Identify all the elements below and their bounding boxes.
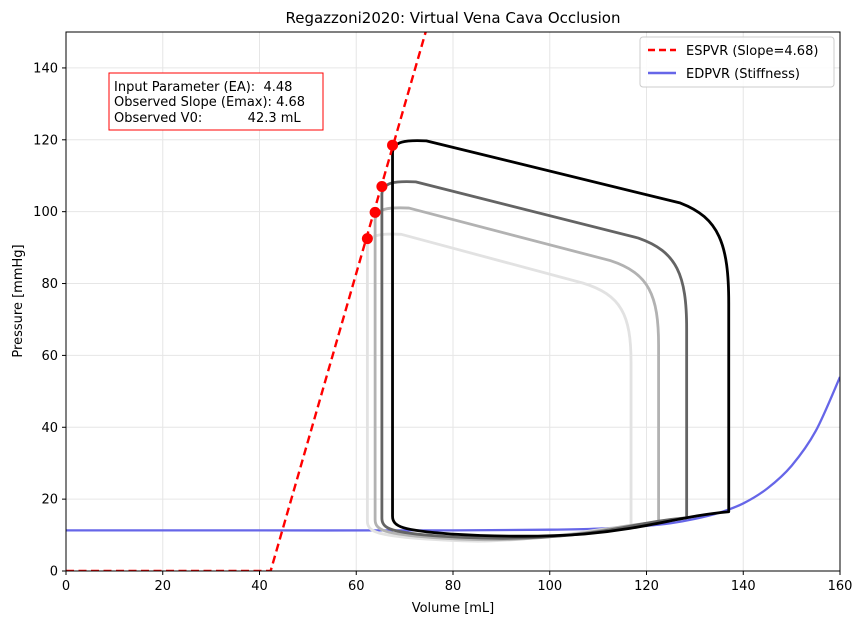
end-systolic-point	[387, 139, 399, 151]
y-tick-label: 40	[41, 421, 58, 436]
y-axis-ticks: 0 20 40 60 80 100 120 140	[33, 61, 66, 580]
legend-frame	[639, 36, 835, 88]
x-tick-label: 80	[445, 579, 462, 594]
annotation-line-v0: Observed V0: 42.3 mL	[114, 111, 301, 126]
chart-title: Regazzoni2020: Virtual Vena Cava Occlusi…	[285, 9, 620, 27]
data-layer	[66, 32, 840, 571]
y-axis-label: Pressure [mmHg]	[11, 244, 26, 357]
y-tick-label: 0	[50, 565, 58, 580]
y-tick-label: 80	[41, 277, 58, 292]
annotation-line-input: Input Parameter (EA): 4.48	[114, 80, 292, 95]
x-axis-label: Volume [mL]	[412, 601, 495, 616]
x-axis-ticks: 0 20 40 60 80 100 120 140 160	[62, 571, 853, 594]
legend-label-edpvr: EDPVR (Stiffness)	[686, 67, 800, 82]
y-tick-label: 60	[41, 349, 58, 364]
annotation-border	[108, 72, 324, 131]
x-tick-label: 20	[154, 579, 171, 594]
annotation-line-slope: Observed Slope (Emax): 4.68	[114, 95, 305, 110]
x-tick-label: 100	[537, 579, 562, 594]
y-tick-label: 100	[33, 205, 58, 220]
x-tick-label: 120	[634, 579, 659, 594]
end-systolic-point	[361, 233, 373, 245]
x-tick-label: 60	[348, 579, 365, 594]
pv-loop	[391, 139, 731, 538]
edpvr-curve	[66, 376, 840, 532]
y-tick-label: 20	[41, 493, 58, 508]
x-tick-label: 40	[251, 579, 268, 594]
x-tick-label: 0	[62, 579, 70, 594]
end-systolic-point	[376, 181, 388, 193]
legend-label-espvr: ESPVR (Slope=4.68)	[686, 44, 818, 59]
y-tick-label: 120	[33, 133, 58, 148]
annotation-box: Input Parameter (EA): 4.48 Observed Slop…	[108, 72, 324, 131]
y-tick-label: 140	[33, 61, 58, 76]
x-tick-label: 140	[731, 579, 756, 594]
legend: ESPVR (Slope=4.68) EDPVR (Stiffness)	[639, 36, 835, 88]
x-tick-label: 160	[828, 579, 853, 594]
end-systolic-point	[369, 206, 381, 218]
